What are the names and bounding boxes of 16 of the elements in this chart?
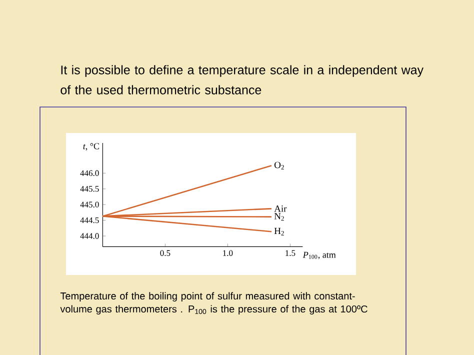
- y-tick-label: 445.5: [80, 186, 99, 192]
- series-label: H$_{2}$: [274, 228, 284, 236]
- y-tick-label: 446.0: [80, 170, 99, 176]
- text: Temperature of the boiling point of sulfur measured with constant-volume gas thermometers . P$_{100}$ is the pressure of the gas at 100ºC: [60, 292, 368, 314]
- series-label: N$_{2}$: [274, 213, 284, 221]
- chart-title: It is possible to define a temperature scale in a independent way of the used thermometric substance: [60, 65, 424, 94]
- series-label: Air: [274, 206, 287, 212]
- y-tick-label: 444.5: [80, 217, 99, 224]
- y-tick-label: 445.0: [80, 202, 99, 208]
- y-tick-label: 444.0: [80, 233, 99, 239]
- x-tick-label: 1.5: [286, 250, 296, 256]
- x-tick-label: 1.0: [223, 250, 233, 256]
- x-tick-label: 0.5: [160, 250, 170, 256]
- x-axis-title: P$_{100}$, atm: [302, 252, 336, 260]
- y-axis-title: t, °C: [83, 143, 100, 151]
- series-label: O$_{2}$: [274, 162, 284, 170]
